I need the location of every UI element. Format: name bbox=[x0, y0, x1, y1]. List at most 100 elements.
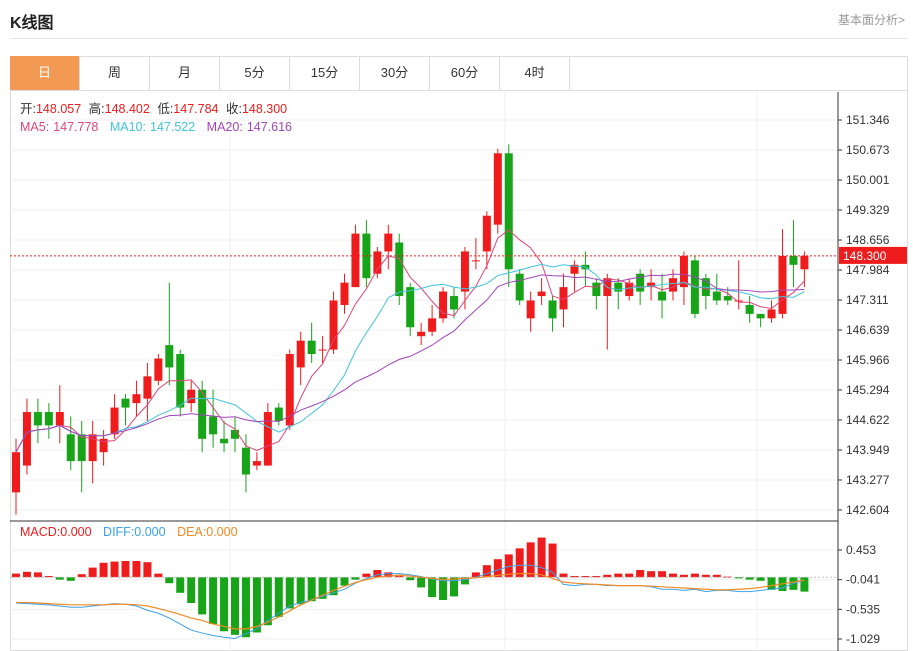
candle[interactable] bbox=[417, 322, 426, 346]
ohlc-legend: 开:148.057 高:148.402 低:147.784 收:148.300 bbox=[20, 101, 287, 116]
candle[interactable] bbox=[734, 260, 743, 310]
candle[interactable] bbox=[526, 291, 535, 332]
candle[interactable] bbox=[44, 403, 53, 439]
candle[interactable] bbox=[231, 416, 239, 453]
price-tick-label: 144.622 bbox=[846, 413, 890, 427]
ma10-label: MA10: bbox=[110, 120, 146, 134]
tab-day[interactable]: 日 bbox=[10, 56, 80, 90]
macd-bar bbox=[274, 577, 283, 617]
candle[interactable] bbox=[679, 251, 688, 305]
candle[interactable] bbox=[471, 238, 480, 270]
candle[interactable] bbox=[143, 362, 152, 421]
candle-body bbox=[88, 434, 97, 462]
candle[interactable] bbox=[110, 394, 119, 439]
macd-histogram bbox=[10, 537, 838, 638]
candle[interactable] bbox=[263, 403, 272, 466]
candle[interactable] bbox=[614, 278, 623, 310]
candle[interactable] bbox=[220, 420, 229, 453]
candle[interactable] bbox=[165, 282, 174, 386]
candle[interactable] bbox=[307, 322, 316, 363]
candle-body bbox=[220, 438, 229, 444]
candle[interactable] bbox=[88, 420, 97, 484]
fundamental-analysis-link[interactable]: 基本面分析> bbox=[837, 13, 905, 27]
tab-15min[interactable]: 15分 bbox=[290, 56, 360, 90]
candle-body bbox=[187, 389, 196, 404]
candle[interactable] bbox=[778, 229, 787, 319]
macd-bar bbox=[526, 542, 535, 578]
tab-4hour[interactable]: 4时 bbox=[500, 56, 570, 90]
tab-5min[interactable]: 5分 bbox=[220, 56, 290, 90]
candle[interactable] bbox=[493, 148, 502, 234]
candle[interactable] bbox=[241, 434, 250, 493]
macd-bar bbox=[198, 577, 207, 615]
tab-30min[interactable]: 30分 bbox=[360, 56, 430, 90]
candle[interactable] bbox=[570, 260, 579, 292]
candle[interactable] bbox=[625, 278, 634, 301]
candle[interactable] bbox=[450, 287, 458, 319]
dea-line bbox=[16, 573, 805, 630]
candle-body bbox=[12, 452, 20, 493]
candle[interactable] bbox=[592, 278, 601, 310]
macd-bar bbox=[745, 577, 754, 580]
candle[interactable] bbox=[482, 211, 491, 270]
candle[interactable] bbox=[296, 331, 305, 386]
candle[interactable] bbox=[77, 420, 86, 493]
macd-bar bbox=[165, 577, 174, 584]
dea-label: DEA: bbox=[177, 525, 206, 539]
macd-bar bbox=[548, 543, 557, 578]
tab-week[interactable]: 周 bbox=[80, 56, 150, 90]
macd-bar bbox=[55, 577, 64, 580]
candle[interactable] bbox=[406, 282, 415, 337]
tab-60min[interactable]: 60分 bbox=[430, 56, 500, 90]
macd-bar bbox=[636, 569, 645, 578]
price-tick-label: 145.966 bbox=[846, 353, 890, 367]
candle[interactable] bbox=[767, 300, 776, 323]
candle-body bbox=[417, 331, 426, 337]
candle[interactable] bbox=[515, 269, 524, 305]
candle[interactable] bbox=[187, 380, 196, 413]
candle[interactable] bbox=[701, 273, 710, 310]
price-tick-label: 148.656 bbox=[846, 233, 890, 247]
candle[interactable] bbox=[460, 246, 469, 310]
candle[interactable] bbox=[22, 398, 31, 475]
candle[interactable] bbox=[504, 144, 513, 288]
candle[interactable] bbox=[745, 296, 754, 323]
candle[interactable] bbox=[756, 313, 765, 328]
candle[interactable] bbox=[384, 224, 393, 270]
candle[interactable] bbox=[329, 291, 338, 355]
candle[interactable] bbox=[789, 220, 798, 288]
candle[interactable] bbox=[373, 246, 382, 279]
macd-bar bbox=[603, 574, 612, 578]
candle-body bbox=[22, 412, 31, 466]
candle[interactable] bbox=[800, 251, 809, 288]
macd-bar bbox=[669, 573, 677, 578]
candle[interactable] bbox=[209, 389, 218, 448]
candle[interactable] bbox=[559, 273, 568, 328]
macd-bar bbox=[187, 577, 196, 604]
candle[interactable] bbox=[274, 403, 283, 426]
candle[interactable] bbox=[537, 278, 546, 305]
candle[interactable] bbox=[33, 398, 42, 444]
candle-body bbox=[482, 215, 491, 252]
candle[interactable] bbox=[252, 452, 261, 471]
tab-month[interactable]: 月 bbox=[150, 56, 220, 90]
candle[interactable] bbox=[55, 385, 64, 444]
candle[interactable] bbox=[121, 394, 130, 426]
macd-bar bbox=[734, 577, 743, 579]
macd-bar bbox=[439, 577, 448, 601]
candle[interactable] bbox=[66, 416, 75, 471]
candle[interactable] bbox=[428, 304, 437, 337]
candle[interactable] bbox=[658, 273, 667, 319]
candle[interactable] bbox=[548, 296, 557, 332]
candle[interactable] bbox=[439, 287, 448, 323]
candle[interactable] bbox=[318, 336, 327, 363]
candle-body bbox=[450, 296, 458, 310]
candle[interactable] bbox=[132, 380, 141, 417]
candle[interactable] bbox=[154, 354, 163, 386]
candle[interactable] bbox=[362, 220, 371, 288]
candle[interactable] bbox=[395, 233, 404, 305]
price-tick-label: 145.294 bbox=[846, 383, 890, 397]
candle[interactable] bbox=[198, 380, 207, 453]
candle[interactable] bbox=[340, 273, 349, 314]
